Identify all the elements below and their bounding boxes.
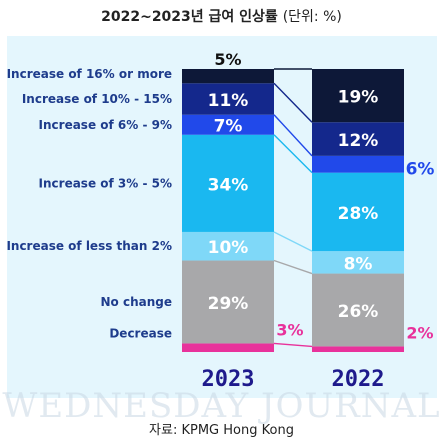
chart-title: 2022~2023년 급여 인상률 (단위: %) xyxy=(0,6,443,26)
data-label: 5% xyxy=(214,50,241,69)
connector-line xyxy=(273,114,313,157)
category-label: 2023 xyxy=(202,367,255,392)
data-label: 2% xyxy=(406,323,433,342)
data-label: 3% xyxy=(276,320,303,339)
legend-entry: Increase of 10% - 15% xyxy=(22,92,172,106)
stacked-bar-chart: 2023 2022 3% 29% 10% 34% 7% 11% 5% 2% 26% 8% 28% 6% 12… xyxy=(6,50,435,392)
bar-segment-2022-3 xyxy=(312,172,404,252)
data-label: 7% xyxy=(214,117,243,137)
chart-title-unit: (단위: %) xyxy=(282,9,342,25)
data-label: 26% xyxy=(338,302,379,322)
bar-segment-2023-1 xyxy=(182,260,274,344)
bar-segment-2023-2 xyxy=(182,231,274,261)
connector-line xyxy=(273,231,313,252)
source-note: 자료: KPMG Hong Kong xyxy=(149,423,294,438)
data-label: 11% xyxy=(208,91,249,111)
data-label: 19% xyxy=(338,88,379,108)
bar-segment-2023-5 xyxy=(182,83,274,115)
bar-segment-2022-5 xyxy=(312,122,404,156)
connector-line xyxy=(273,342,313,348)
data-label: 34% xyxy=(208,175,249,195)
bar-segment-2022-1 xyxy=(312,273,404,347)
data-label: 12% xyxy=(338,131,379,151)
data-label: 10% xyxy=(208,238,249,258)
data-label: 6% xyxy=(406,159,435,179)
bar-segment-2022-2 xyxy=(312,251,404,274)
bar-segment-2023-4 xyxy=(182,114,274,135)
category-label: 2022 xyxy=(332,367,385,392)
connector-line xyxy=(273,134,313,174)
data-label: 28% xyxy=(338,204,379,224)
legend-entry: No change xyxy=(101,295,173,309)
watermark: WEDNESDAY JOURNAL xyxy=(2,386,441,426)
bar-segment-2023-3 xyxy=(182,134,274,232)
chart-title-text: 2022~2023년 급여 인상률 xyxy=(101,9,278,25)
legend-entry: Decrease xyxy=(109,326,172,340)
legend-entry: Increase of 6% - 9% xyxy=(39,118,172,132)
bar-segment-2023-6 xyxy=(182,69,274,84)
data-label: 8% xyxy=(344,254,373,274)
data-label: 29% xyxy=(208,294,249,314)
legend-entry: Increase of less than 2% xyxy=(6,239,172,253)
connector-line xyxy=(273,259,313,275)
bar-segment-2023-0 xyxy=(182,343,274,352)
legend-entry: Increase of 3% - 5% xyxy=(39,176,172,190)
bar-segment-2022-0 xyxy=(312,346,404,352)
bar-segment-2022-6 xyxy=(312,69,404,123)
connector-line xyxy=(273,82,313,123)
bar-segment-2022-4 xyxy=(312,155,404,173)
legend-entry: Increase of 16% or more xyxy=(7,67,172,81)
